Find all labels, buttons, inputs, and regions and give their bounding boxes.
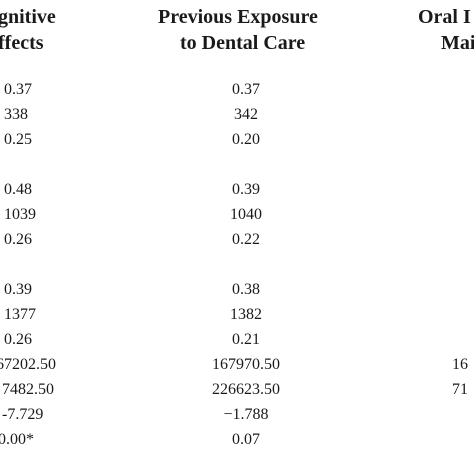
table-cell: 0.21 [232, 331, 260, 348]
table-cell: 67202.50 [0, 356, 56, 373]
table-cell: 0.26 [4, 331, 32, 348]
table-cell: 7482.50 [2, 381, 54, 398]
table-cell: 0.22 [232, 231, 260, 248]
table-cell: 0.38 [232, 281, 260, 298]
table-cell: 1382 [230, 306, 262, 323]
table-cell: 0.20 [232, 131, 260, 148]
table-cell: 0.26 [4, 231, 32, 248]
table-header-col1-line2: ffects [0, 32, 44, 54]
table-cell: 16 [452, 356, 468, 373]
table-header-col3-line2: Mai [441, 32, 474, 54]
table-header-col1-line1: gnitive [0, 6, 56, 28]
table-cell: 0.00* [0, 431, 34, 448]
table-header-col2-line1: Previous Exposure [158, 6, 318, 28]
table-cell: 1377 [4, 306, 36, 323]
table-cell: 226623.50 [212, 381, 280, 398]
table-cell: −1.788 [223, 406, 269, 423]
table-cell: 167970.50 [212, 356, 280, 373]
table-cell: 1040 [230, 206, 262, 223]
table-header-col2-line2: to Dental Care [180, 32, 306, 54]
table-cell: -7.729 [2, 406, 44, 423]
table-cell: 71 [452, 381, 468, 398]
table-cell: 0.07 [232, 431, 260, 448]
table-header-col3-line1: Oral I [418, 6, 471, 28]
table-cell: 0.37 [232, 81, 260, 98]
table-cell: 0.39 [232, 181, 260, 198]
table-cell: 0.37 [4, 81, 32, 98]
table-cell: 1039 [4, 206, 36, 223]
table-cell: 0.25 [4, 131, 32, 148]
table-cell: 342 [234, 106, 258, 123]
table-cell: 338 [4, 106, 28, 123]
table-cell: 0.39 [4, 281, 32, 298]
table-cell: 0.48 [4, 181, 32, 198]
